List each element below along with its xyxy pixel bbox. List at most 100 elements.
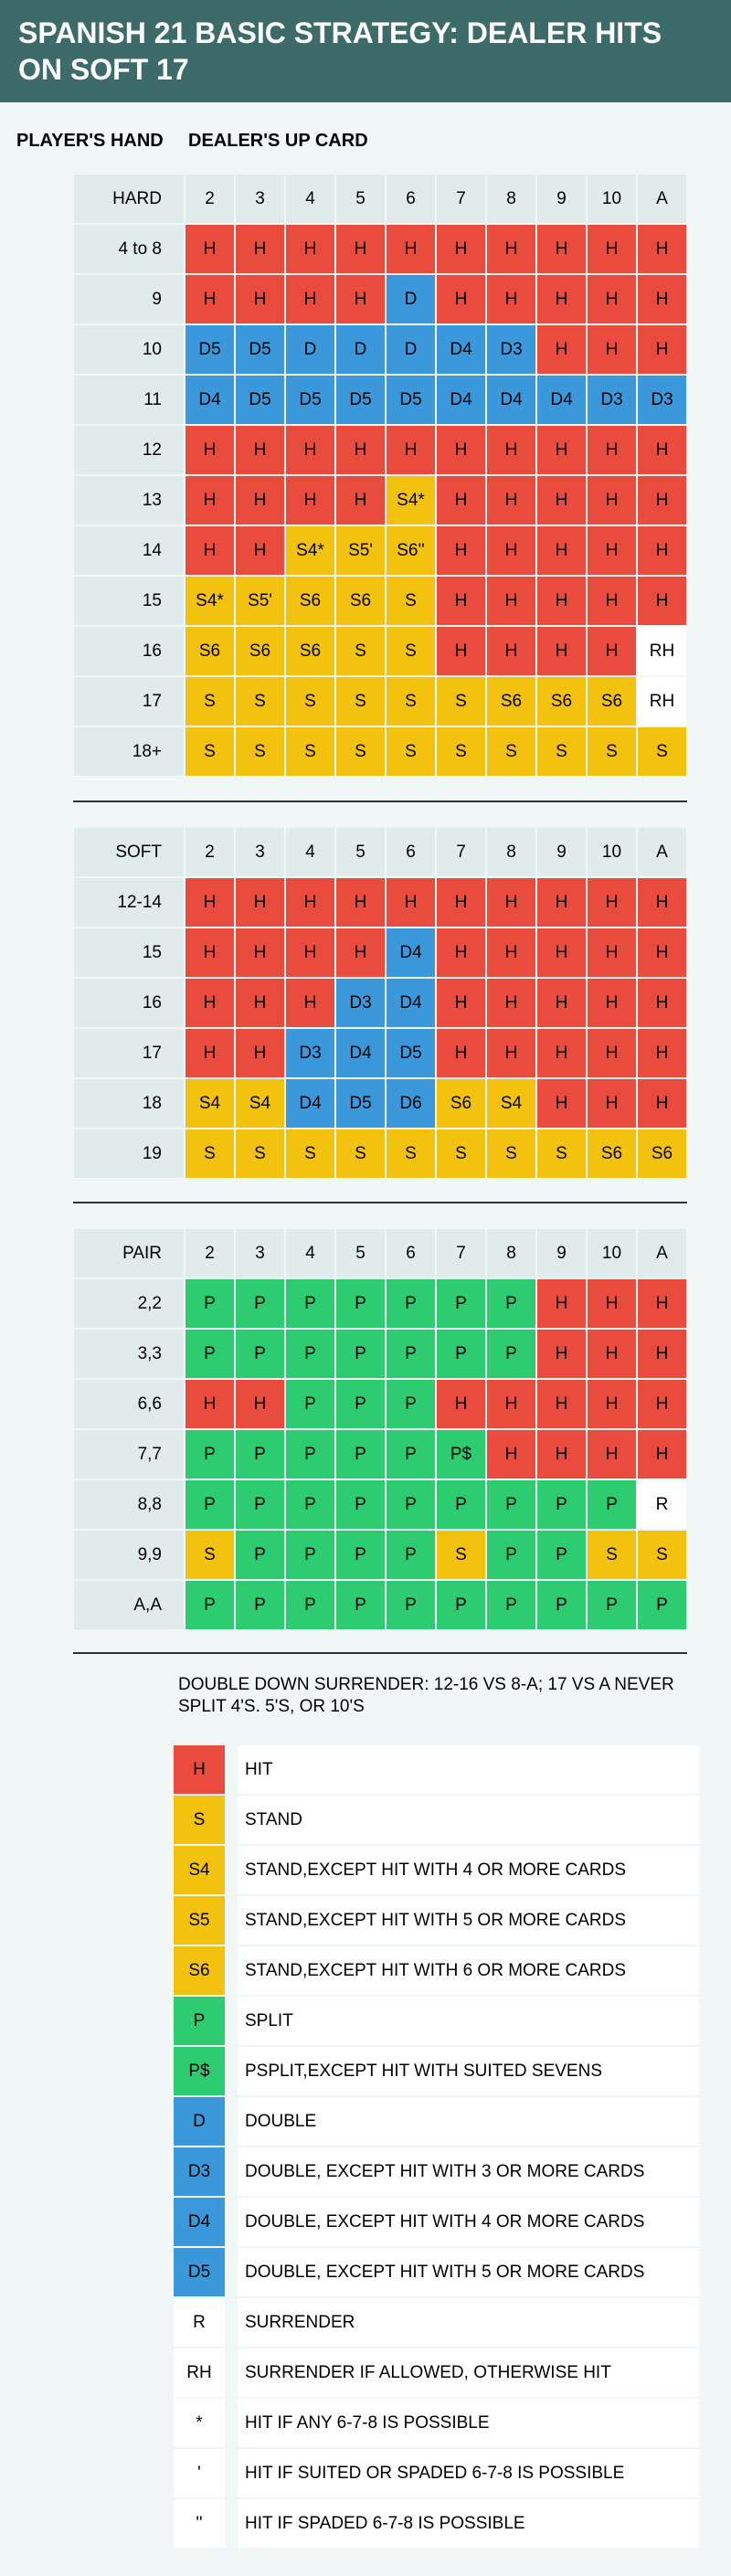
legend-item: S STAND xyxy=(174,1795,699,1845)
strategy-cell: S6'' xyxy=(386,525,436,576)
pair-hands-table: PAIR 2 3 4 5 6 7 8 9 10 A 2,2 P P P P P P P H H H 3,3 P P P P P P P H H… xyxy=(73,1228,687,1630)
strategy-cell: S4 xyxy=(235,1078,285,1129)
strategy-cell: D4 xyxy=(436,375,486,425)
strategy-cell: H xyxy=(637,576,687,626)
strategy-cell: P xyxy=(436,1580,486,1630)
strategy-cell: H xyxy=(436,1379,486,1429)
dealer-card-header: 8 xyxy=(486,1228,536,1278)
dealer-card-header: 9 xyxy=(536,827,587,877)
strategy-cell: H xyxy=(285,928,335,978)
strategy-cell: S xyxy=(285,676,335,726)
strategy-cell: H xyxy=(235,928,285,978)
strategy-cell: S xyxy=(536,1129,587,1179)
dealer-card-header: 10 xyxy=(587,1228,637,1278)
dealer-card-header: A xyxy=(637,1228,687,1278)
legend-item: D3 DOUBLE, EXCEPT HIT WITH 3 OR MORE CARD… xyxy=(174,2147,699,2197)
strategy-cell: H xyxy=(587,525,637,576)
legend-item: D4 DOUBLE, EXCEPT HIT WITH 4 OR MORE CARD… xyxy=(174,2197,699,2247)
strategy-cell: P xyxy=(185,1329,235,1379)
strategy-cell: P xyxy=(486,1278,536,1329)
player-hand-label: 7,7 xyxy=(73,1429,185,1479)
strategy-cell: S6 xyxy=(436,1078,486,1129)
strategy-cell: P xyxy=(335,1530,386,1580)
strategy-cell: H xyxy=(185,274,235,324)
strategy-cell: H xyxy=(587,928,637,978)
legend-description: STAND,EXCEPT HIT WITH 6 OR MORE CARDS xyxy=(238,1946,699,1995)
strategy-cell: P xyxy=(637,1580,687,1630)
legend-code: H xyxy=(174,1745,225,1794)
table-row: 18 S4 S4 D4 D5 D6 S6 S4 H H H xyxy=(73,1078,687,1129)
strategy-cell: D5 xyxy=(235,375,285,425)
player-hand-label: 6,6 xyxy=(73,1379,185,1429)
strategy-cell: P xyxy=(536,1530,587,1580)
dealer-card-header: A xyxy=(637,174,687,224)
legend-item: S5 STAND,EXCEPT HIT WITH 5 OR MORE CARDS xyxy=(174,1895,699,1945)
strategy-cell: H xyxy=(335,928,386,978)
legend-code: S6 xyxy=(174,1946,225,1995)
strategy-cell: P xyxy=(335,1379,386,1429)
strategy-cell: S xyxy=(185,1530,235,1580)
strategy-cell: D5 xyxy=(386,375,436,425)
section-label: SOFT xyxy=(73,827,185,877)
strategy-cell: H xyxy=(486,877,536,928)
strategy-cell: H xyxy=(587,1429,637,1479)
dealer-card-header: 9 xyxy=(536,174,587,224)
player-hand-label: 17 xyxy=(73,1028,185,1078)
table-row: 3,3 P P P P P P P H H H xyxy=(73,1329,687,1379)
strategy-cell: S4* xyxy=(185,576,235,626)
strategy-cell: S6 xyxy=(587,676,637,726)
table-row: 17 S S S S S S S6 S6 S6 RH xyxy=(73,676,687,726)
strategy-cell: H xyxy=(185,978,235,1028)
strategy-cell: H xyxy=(235,475,285,525)
dealer-card-header: 5 xyxy=(335,827,386,877)
strategy-cell: P xyxy=(335,1479,386,1530)
strategy-cell: S xyxy=(386,726,436,777)
strategy-cell: H xyxy=(637,1028,687,1078)
player-hand-label: 3,3 xyxy=(73,1329,185,1379)
strategy-cell: D5 xyxy=(285,375,335,425)
dealer-card-header: 3 xyxy=(235,827,285,877)
legend-code: * xyxy=(174,2399,225,2447)
table-row: 2,2 P P P P P P P H H H xyxy=(73,1278,687,1329)
strategy-cell: H xyxy=(637,1379,687,1429)
strategy-cell: P xyxy=(436,1278,486,1329)
strategy-cell: S4 xyxy=(185,1078,235,1129)
legend: H HIT S STAND S4 STAND,EXCEPT HIT WITH 4 OR M… xyxy=(174,1744,699,2549)
table-row: 13 H H H H S4* H H H H H xyxy=(73,475,687,525)
strategy-cell: H xyxy=(486,626,536,676)
table-row: 18+ S S S S S S S S S S xyxy=(73,726,687,777)
legend-code: S4 xyxy=(174,1846,225,1894)
dealer-up-card-heading: DEALER'S UP CARD xyxy=(188,131,368,151)
strategy-cell: P xyxy=(486,1479,536,1530)
strategy-cell: H xyxy=(436,978,486,1028)
strategy-cell: R xyxy=(637,1479,687,1530)
strategy-cell: D xyxy=(386,324,436,375)
strategy-cell: P xyxy=(335,1580,386,1630)
strategy-cell: H xyxy=(486,1429,536,1479)
table-row: A,A P P P P P P P P P P xyxy=(73,1580,687,1630)
legend-description: DOUBLE, EXCEPT HIT WITH 5 OR MORE CARDS xyxy=(238,2248,699,2296)
legend-description: STAND,EXCEPT HIT WITH 4 OR MORE CARDS xyxy=(238,1846,699,1894)
strategy-cell: H xyxy=(235,877,285,928)
dealer-card-header: 7 xyxy=(436,174,486,224)
header-row: PAIR 2 3 4 5 6 7 8 9 10 A xyxy=(73,1228,687,1278)
strategy-cell: P xyxy=(235,1530,285,1580)
strategy-cell: P xyxy=(285,1530,335,1580)
table-row: 16 S6 S6 S6 S S H H H H RH xyxy=(73,626,687,676)
strategy-cell: H xyxy=(235,425,285,475)
player-hand-label: 17 xyxy=(73,676,185,726)
legend-description: HIT xyxy=(238,1745,699,1794)
strategy-cell: P xyxy=(587,1479,637,1530)
strategy-cell: P xyxy=(235,1329,285,1379)
strategy-cell: H xyxy=(235,1028,285,1078)
strategy-cell: D5 xyxy=(185,324,235,375)
strategy-cell: H xyxy=(486,425,536,475)
strategy-cell: P xyxy=(285,1379,335,1429)
strategy-cell: H xyxy=(587,224,637,274)
strategy-cell: H xyxy=(587,1329,637,1379)
strategy-cell: H xyxy=(587,626,637,676)
strategy-cell: S xyxy=(386,1129,436,1179)
strategy-cell: H xyxy=(637,978,687,1028)
strategy-cell: H xyxy=(235,1379,285,1429)
strategy-cell: H xyxy=(536,978,587,1028)
